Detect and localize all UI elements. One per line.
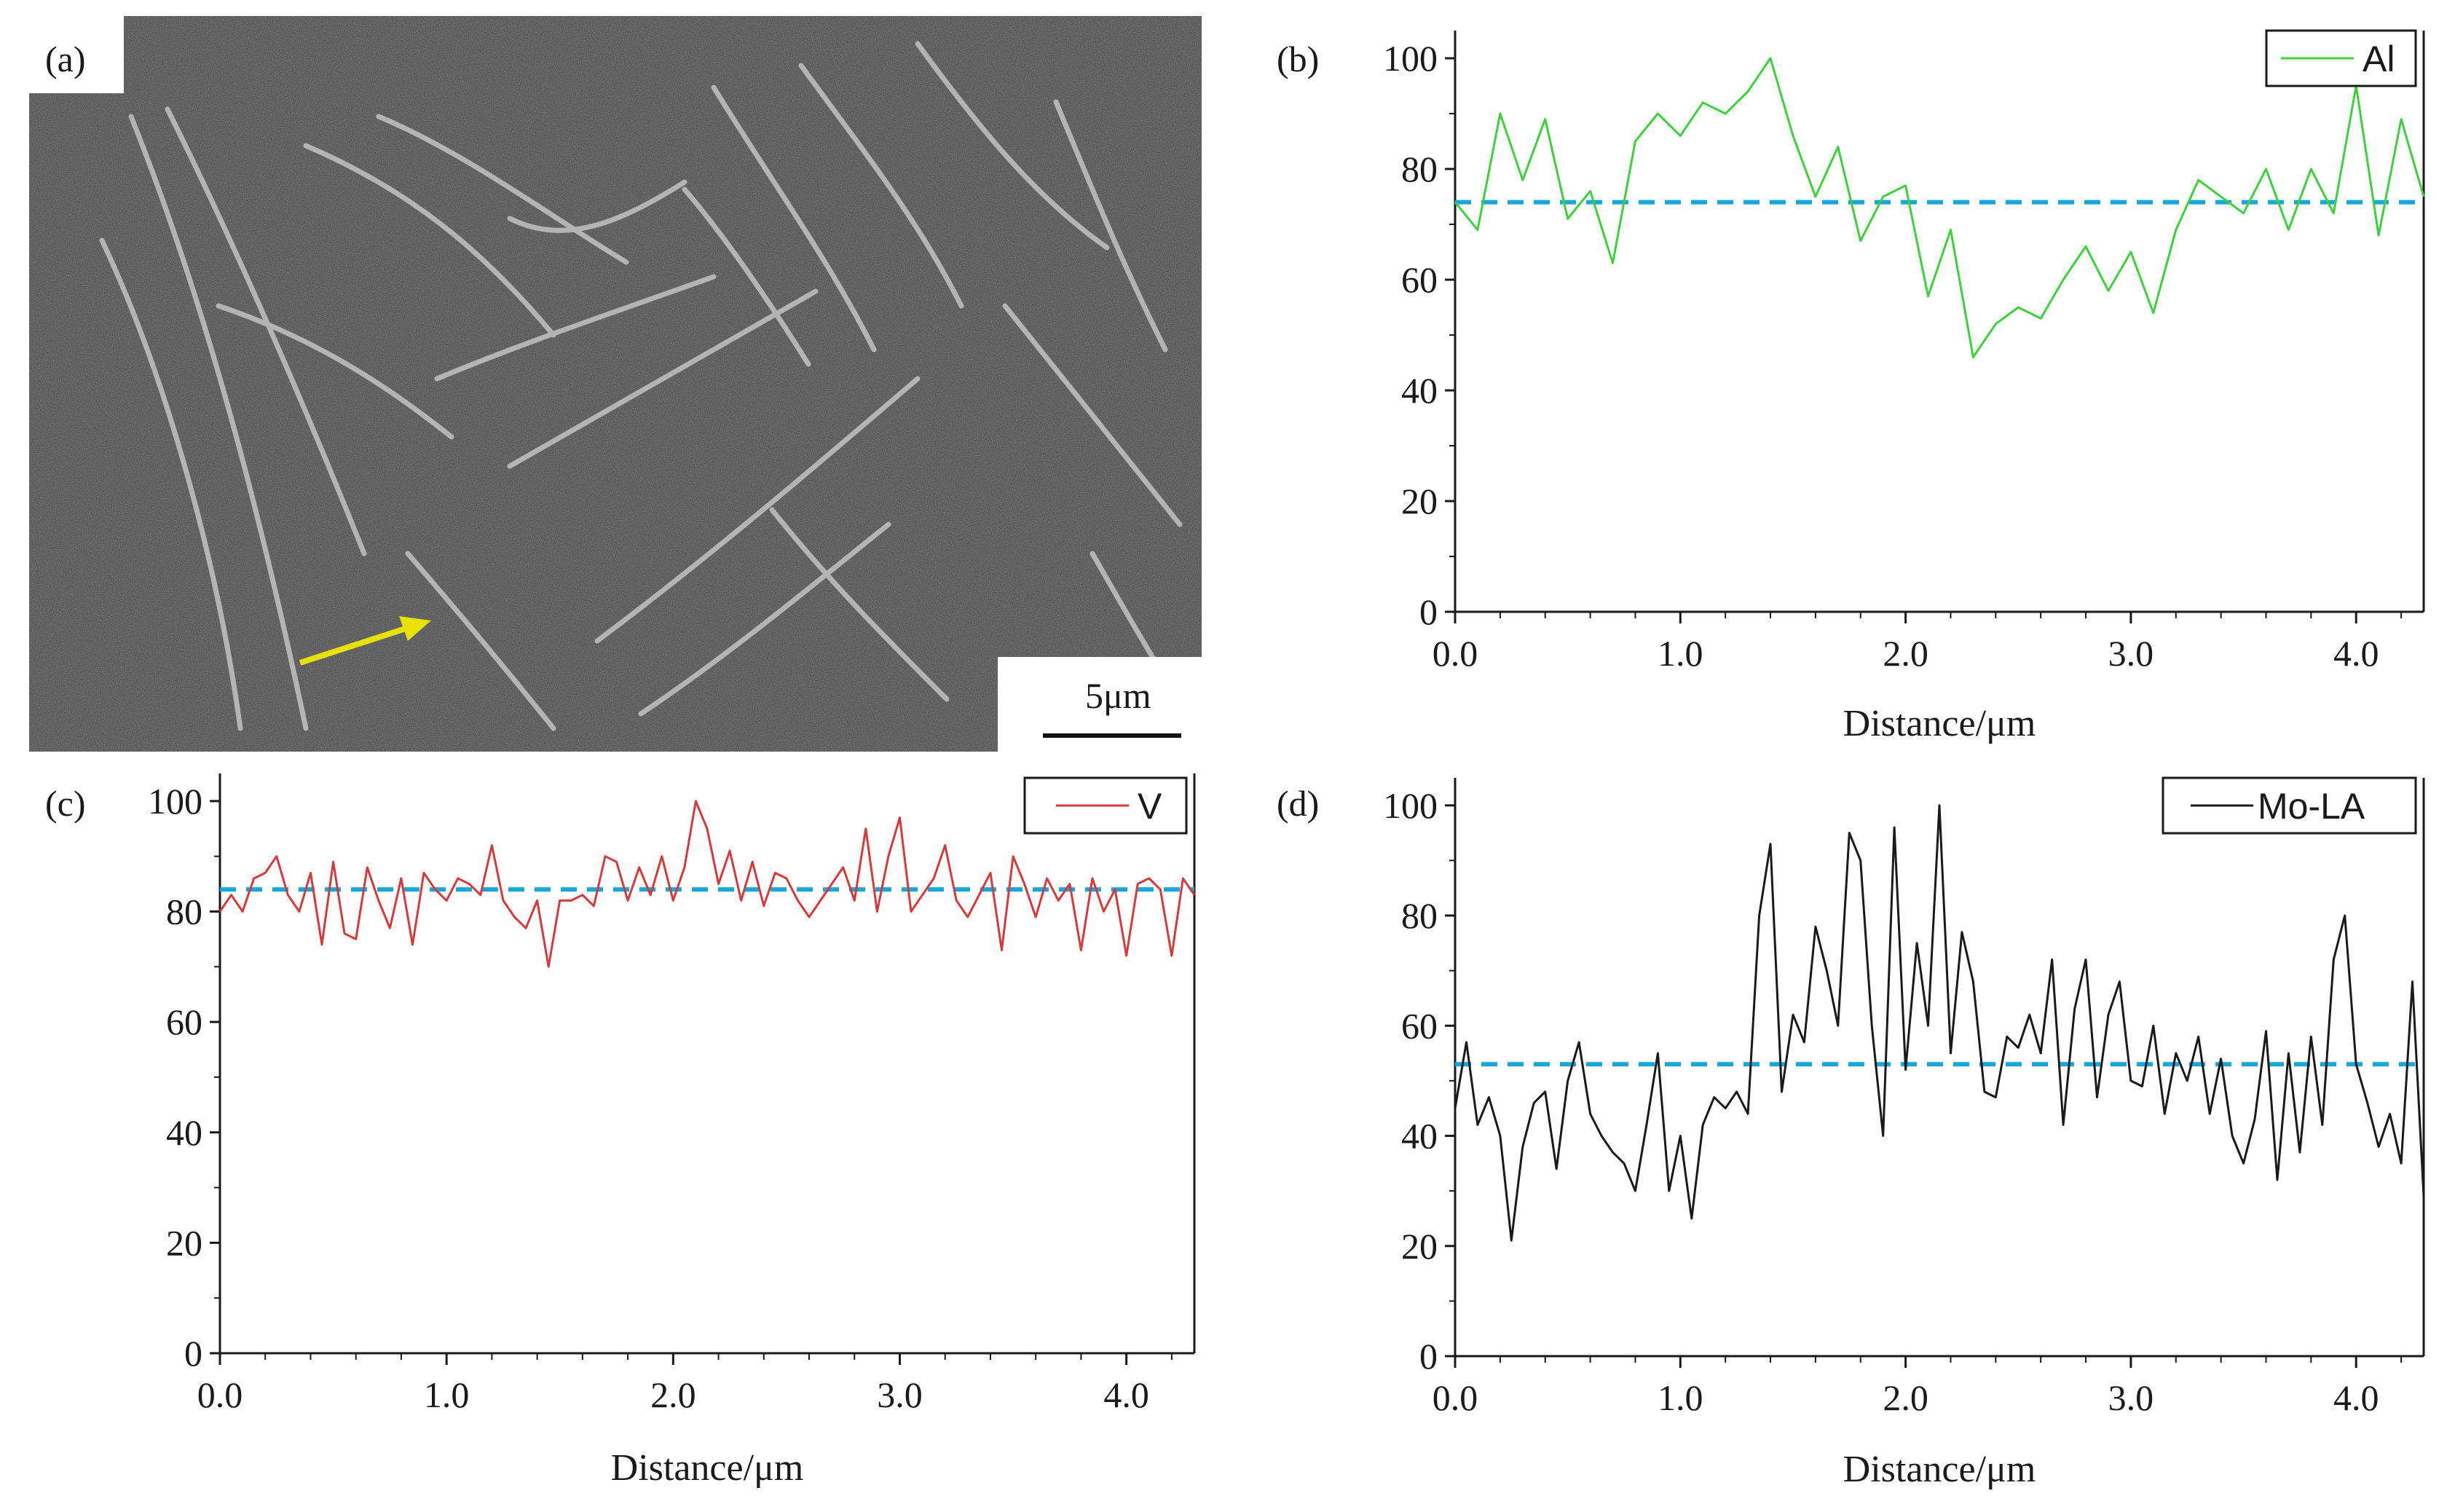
legend: V: [1023, 776, 1188, 835]
x-tick-label: 1.0: [424, 1374, 470, 1415]
x-ticks: 0.0 1.0 2.0 3.0 4.0: [197, 1353, 1173, 1415]
x-ticks: 0.0 1.0 2.0 3.0 4.0: [1433, 612, 2403, 674]
y-ticks: 0 20 40 60 80 100: [148, 781, 220, 1374]
x-tick-label: 3.0: [877, 1374, 923, 1415]
x-tick-label: 1.0: [1658, 1377, 1703, 1418]
series-line-mo-la: [1454, 804, 2425, 1242]
y-ticks: 0 20 40 60 80 100: [1383, 38, 1455, 632]
x-tick-label: 2.0: [1883, 633, 1928, 674]
sem-texture: [29, 16, 1202, 752]
x-tick-label: 4.0: [2333, 1377, 2379, 1418]
chart-mo-la: 0 20 40 60 80 100 0.0 1.0 2.0 3.0 4.0 (d) Distanc…: [1277, 776, 2425, 1490]
legend-label: Mo-LA: [2258, 786, 2365, 827]
y-tick-label: 0: [184, 1333, 202, 1374]
y-tick-label: 20: [1401, 1226, 1438, 1267]
chart-al: 0 20 40 60 80 100 0.0 1.0 2.0 3.0 4.0 (b) Distanc…: [1277, 29, 2425, 744]
x-tick-label: 4.0: [1103, 1374, 1149, 1415]
panel-label-a: (a): [45, 39, 86, 79]
y-tick-label: 0: [1419, 591, 1438, 632]
y-tick-label: 80: [1401, 149, 1438, 189]
y-ticks: 0 20 40 60 80 100: [1383, 785, 1455, 1377]
y-tick-label: 80: [166, 891, 202, 932]
y-tick-label: 60: [1401, 1005, 1438, 1046]
scale-bar-label: 5μm: [1085, 675, 1151, 716]
chart-v: 0 20 40 60 80 100 0.0 1.0 2.0 3.0 4.0 (c) Distanc…: [45, 773, 1196, 1489]
series-marks: [218, 800, 1196, 968]
series-line-v: [218, 800, 1196, 968]
x-axis-title: Distance/μm: [1843, 703, 2036, 744]
sem-image: [29, 16, 1202, 752]
legend: Mo-LA: [2162, 776, 2417, 835]
legend-label: Al: [2363, 39, 2395, 79]
series-marks: [1454, 57, 2425, 358]
x-tick-label: 3.0: [2108, 633, 2154, 674]
y-tick-label: 0: [1419, 1336, 1438, 1377]
y-tick-label: 20: [166, 1222, 202, 1263]
panel-label-b: (b): [1277, 39, 1319, 79]
panel-label-c: (c): [45, 783, 86, 824]
y-tick-label: 100: [148, 781, 202, 822]
x-tick-label: 3.0: [2108, 1377, 2154, 1418]
y-tick-label: 20: [1401, 481, 1438, 521]
sem-arrow-shaft: [299, 625, 409, 666]
sem-panel: 5μm (a): [29, 16, 1202, 752]
x-tick-label: 0.0: [1433, 1377, 1478, 1418]
x-axis-title: Distance/μm: [611, 1447, 804, 1489]
sem-arrow-head: [399, 616, 431, 641]
x-tick-label: 0.0: [197, 1374, 243, 1415]
y-tick-label: 40: [166, 1112, 202, 1153]
legend-label: V: [1138, 786, 1162, 827]
x-tick-label: 4.0: [2333, 633, 2379, 674]
y-tick-label: 40: [1401, 370, 1438, 411]
x-tick-label: 2.0: [1883, 1377, 1928, 1418]
x-axis-title: Distance/μm: [1843, 1449, 2036, 1490]
series-marks: [1454, 804, 2425, 1242]
y-tick-label: 80: [1401, 895, 1438, 936]
series-line-al: [1454, 57, 2425, 358]
x-ticks: 0.0 1.0 2.0 3.0 4.0: [1433, 1356, 2403, 1418]
y-tick-label: 40: [1401, 1116, 1438, 1157]
y-tick-label: 60: [166, 1001, 202, 1042]
y-tick-label: 100: [1383, 785, 1438, 826]
y-tick-label: 100: [1383, 38, 1438, 79]
x-tick-label: 2.0: [650, 1374, 696, 1415]
y-tick-label: 60: [1401, 259, 1438, 300]
x-tick-label: 1.0: [1658, 633, 1703, 674]
x-tick-label: 0.0: [1433, 633, 1478, 674]
sem-lamellae: [99, 41, 1190, 731]
legend: Al: [2265, 29, 2417, 87]
panel-label-d: (d): [1277, 783, 1319, 824]
